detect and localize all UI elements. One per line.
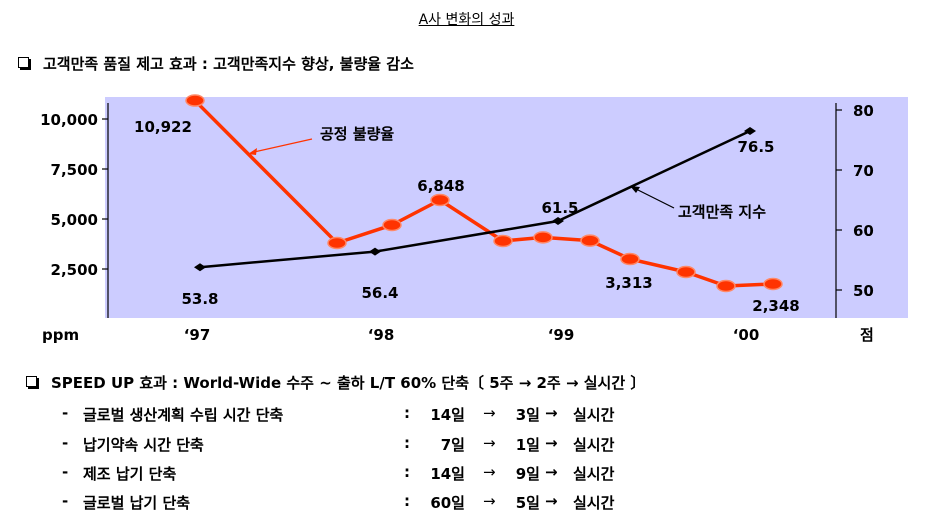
item-colon: :: [404, 434, 410, 452]
item-from-value: 14일: [430, 406, 465, 424]
checkbox-bullet-icon: [26, 376, 37, 387]
defect-rate-point: [382, 218, 402, 232]
section2-heading: SPEED UP 효과 : World-Wide 수주 ~ 출하 L/T 60%…: [26, 372, 645, 393]
arrow-icon: →: [545, 404, 558, 422]
arrowhead-icon: [630, 186, 640, 193]
left-axis-unit: ppm: [42, 326, 79, 344]
defect-rate-point: [580, 234, 600, 247]
csi-point: [369, 247, 381, 256]
chart: 2,500 5,000 7,500 10,000 ppm 50 60 70 80 점 ‘97 ‘98 ‘…: [40, 94, 908, 344]
item-to-value: 1일: [515, 436, 540, 454]
bullet-dash: -: [62, 404, 69, 422]
defect-rate-point: [716, 279, 736, 293]
item-label: 납기약속 시간 단축: [83, 436, 204, 454]
arrow-icon: →: [483, 492, 496, 510]
x-tick-label: ‘97: [184, 326, 211, 344]
right-axis-tick-label: 70: [853, 162, 874, 180]
item-colon: :: [404, 463, 410, 481]
item-result-value: 실시간: [573, 436, 615, 454]
csi-series-label: 고객만족 지수: [678, 203, 766, 221]
item-result-value: 실시간: [573, 406, 615, 424]
defect-data-label: 10,922: [134, 118, 192, 136]
checkbox-bullet-icon: [18, 57, 29, 68]
item-colon: :: [404, 404, 410, 422]
csi-data-label: 76.5: [737, 138, 774, 156]
csi-data-label: 53.8: [181, 290, 218, 308]
arrow-icon: →: [545, 492, 558, 510]
csi-data-label: 56.4: [361, 284, 398, 302]
item-label: 글로벌 생산계획 수립 시간 단축: [83, 406, 284, 424]
item-to-value: 3일: [515, 406, 540, 424]
defect-data-label: 2,348: [752, 297, 799, 315]
bullet-dash: -: [62, 463, 69, 481]
right-axis-tick-label: 60: [853, 222, 874, 240]
defect-rate-point: [533, 231, 553, 244]
bullet-dash: -: [62, 434, 69, 452]
page-title: A사 변화의 성과: [418, 12, 515, 28]
item-label: 제조 납기 단축: [83, 465, 177, 483]
item-to-value: 5일: [515, 494, 540, 512]
defect-rate-point: [763, 277, 783, 291]
csi-annotation-arrow: [635, 188, 675, 209]
csi-point: [744, 127, 756, 135]
left-axis-tick-label: 7,500: [51, 161, 98, 179]
defect-rate-point: [185, 94, 205, 107]
arrow-icon: →: [545, 463, 558, 481]
item-from-value: 7일: [440, 436, 465, 454]
defect-series-label: 공정 불량율: [320, 125, 394, 143]
item-result-value: 실시간: [573, 494, 615, 512]
defect-data-label: 3,313: [605, 274, 652, 292]
arrowhead-icon: [248, 148, 257, 155]
defect-annotation-arrow: [253, 138, 313, 153]
x-tick-label: ‘00: [733, 326, 760, 344]
defect-rate-point: [493, 234, 513, 248]
item-from-value: 14일: [430, 465, 465, 483]
arrow-icon: →: [545, 434, 558, 452]
bullet-dash: -: [62, 492, 69, 510]
arrow-icon: →: [483, 404, 496, 422]
left-axis-tick-label: 10,000: [40, 111, 98, 129]
csi-point: [194, 263, 206, 272]
x-tick-label: ‘98: [368, 326, 395, 344]
defect-rate-point: [327, 236, 347, 250]
defect-rate-point: [430, 193, 450, 207]
section1-heading: 고객만족 품질 제고 효과 : 고객만족지수 향상, 불량율 감소: [18, 53, 414, 74]
arrow-icon: →: [483, 434, 496, 452]
right-axis-tick-label: 80: [853, 102, 874, 120]
csi-line: [199, 129, 751, 269]
left-axis-tick-label: 5,000: [51, 211, 98, 229]
right-axis-unit: 점: [860, 326, 874, 344]
x-tick-label: ‘99: [548, 326, 575, 344]
item-label: 글로벌 납기 단축: [83, 494, 191, 512]
item-colon: :: [404, 492, 410, 510]
csi-point: [552, 217, 564, 225]
defect-data-label: 6,848: [417, 177, 464, 195]
item-from-value: 60일: [430, 494, 465, 512]
arrow-icon: →: [483, 463, 496, 481]
item-to-value: 9일: [515, 465, 540, 483]
defect-rate-point: [676, 265, 696, 279]
item-result-value: 실시간: [573, 465, 615, 483]
left-axis-tick-label: 2,500: [51, 261, 98, 279]
right-axis-tick-label: 50: [853, 282, 874, 300]
defect-rate-point: [620, 252, 640, 266]
csi-data-label: 61.5: [541, 199, 578, 217]
